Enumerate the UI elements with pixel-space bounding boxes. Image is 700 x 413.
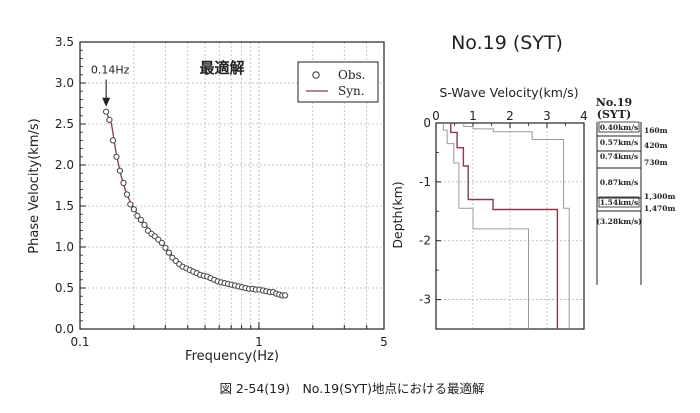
obs-point	[109, 137, 117, 144]
obs-point	[120, 179, 127, 187]
dispersion-y-tick-labels: 0.0 0.5 1.0 1.5 2.0 2.5 3.0 3.5	[55, 35, 74, 336]
layer-velocity-label: (3.28km/s)	[596, 217, 641, 226]
velocity-x-tick-label: 0	[432, 109, 440, 123]
dispersion-y-tick-label: 0.0	[55, 322, 74, 336]
dispersion-ticks	[80, 41, 368, 330]
obs-point	[113, 153, 120, 160]
obs-point	[137, 216, 144, 223]
obs-series-points	[103, 108, 289, 299]
dispersion-x-tick-label: 5	[380, 335, 388, 349]
velocity-x-tick-label: 2	[506, 109, 514, 123]
dispersion-y-tick-label: 1.0	[55, 240, 74, 254]
velocity-profile-x-axis-label: S-Wave Velocity(km/s)	[439, 85, 578, 100]
layer-velocity-label: 0.87km/s	[600, 178, 638, 187]
velocity-profile-gray-lower-line	[442, 123, 529, 329]
layer-depth-label: 730m	[644, 158, 668, 167]
layer-column-subtitle: (SYT)	[597, 108, 631, 121]
layer-depth-label: 420m	[644, 141, 668, 150]
layer-velocity-label: 0.57km/s	[600, 138, 638, 147]
velocity-y-tick-label: -1	[419, 175, 431, 189]
obs-point	[123, 191, 131, 198]
dispersion-plot-frame	[79, 41, 385, 330]
layer-column-layers: 0.40km/s 160m 0.57km/s 420m 0.74km/s 730m 0.87…	[596, 121, 675, 226]
layer-column: No.19 (SYT) 0.40km/s 160m 0.57km/s 420m 0.74…	[596, 96, 675, 285]
obs-point	[130, 206, 137, 213]
velocity-profile-dark-line	[450, 123, 559, 329]
velocity-x-tick-label: 4	[580, 109, 588, 123]
obs-point	[116, 167, 124, 174]
legend-obs-label: Obs.	[338, 68, 366, 82]
velocity-profile-y-tick-labels: 0 -1 -2 -3	[419, 116, 431, 307]
dispersion-y-tick-label: 3.5	[55, 35, 74, 49]
obs-point	[158, 239, 165, 246]
dispersion-y-axis-label: Phase Velocity(km/s)	[27, 118, 42, 253]
obs-point	[103, 108, 110, 115]
layer-velocity-label: 0.74km/s	[600, 152, 638, 161]
velocity-profile-gray-upper-line	[463, 123, 570, 329]
dispersion-chart: 0.1 1 5 0.0 0.5 1.0 1.5 2.0 2.5 3.0 3.5 最適解 Frequ…	[27, 35, 388, 364]
dispersion-x-tick-labels: 0.1 1 5	[70, 335, 387, 349]
velocity-profile-x-tick-labels: 0 1 2 3 4	[432, 109, 588, 123]
dispersion-y-tick-label: 2.0	[55, 158, 74, 172]
layer-depth-label: 1,470m	[644, 204, 675, 213]
velocity-y-tick-label: -2	[419, 234, 431, 248]
velocity-profile-grid	[436, 123, 584, 329]
figure-caption: 図 2-54(19) No.19(SYT)地点における最適解	[219, 381, 484, 396]
velocity-y-tick-label: 0	[423, 116, 431, 130]
legend-syn-label: Syn.	[338, 84, 365, 98]
dispersion-x-tick-label: 0.1	[70, 335, 89, 349]
dispersion-x-axis-label: Frequency(Hz)	[185, 349, 279, 364]
layer-velocity-label: 0.40km/s	[600, 123, 638, 132]
obs-point	[127, 201, 134, 208]
layer-velocity-box	[598, 121, 640, 133]
layer-depth-label: 1,300m	[644, 192, 675, 201]
layer-velocity-label: 1.54km/s	[600, 198, 638, 207]
dispersion-legend: Obs. Syn.	[297, 61, 379, 103]
legend-obs-marker	[312, 71, 320, 79]
velocity-profile-y-axis-label: Depth(km)	[390, 181, 405, 248]
dispersion-y-tick-label: 3.0	[55, 76, 74, 90]
frequency-annotation-label: 0.14Hz	[91, 64, 130, 77]
dispersion-chart-title: 最適解	[199, 59, 244, 77]
layer-velocity-box	[598, 196, 640, 208]
obs-point	[134, 212, 141, 219]
velocity-profile-title: No.19 (SYT)	[451, 32, 563, 54]
obs-point	[282, 292, 289, 299]
dispersion-y-tick-label: 0.5	[55, 281, 74, 295]
dispersion-y-tick-label: 2.5	[55, 117, 74, 131]
velocity-x-tick-label: 3	[543, 109, 551, 123]
obs-point	[162, 244, 169, 251]
velocity-x-tick-label: 1	[469, 109, 477, 123]
dispersion-y-tick-label: 1.5	[55, 199, 74, 213]
legend-box	[297, 61, 379, 103]
layer-depth-label: 160m	[644, 126, 668, 135]
velocity-profile-ticks	[435, 122, 585, 301]
obs-point	[165, 249, 172, 256]
velocity-profile-lines	[442, 123, 570, 329]
velocity-profile-frame	[435, 122, 585, 330]
annotation-arrow-head	[102, 97, 111, 107]
layer-column-title: No.19	[596, 96, 632, 109]
velocity-y-tick-label: -3	[419, 293, 431, 307]
obs-point	[141, 221, 148, 228]
obs-point	[106, 116, 113, 124]
dispersion-x-tick-label: 1	[255, 335, 263, 349]
